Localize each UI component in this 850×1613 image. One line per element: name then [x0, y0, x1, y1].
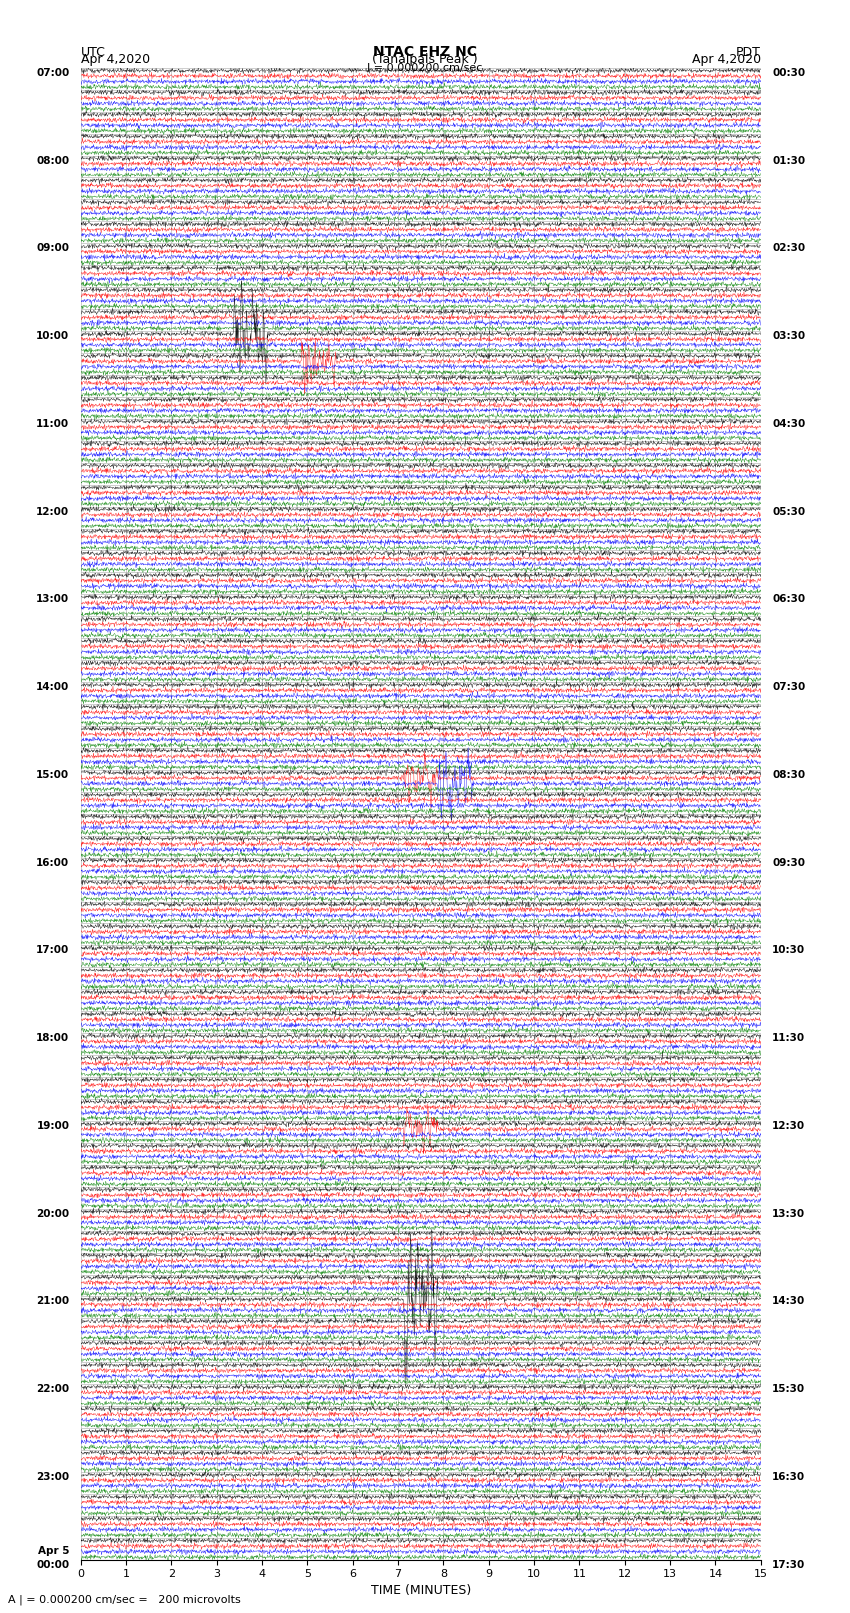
Text: 17:30: 17:30: [772, 1560, 805, 1569]
Text: 11:30: 11:30: [772, 1034, 805, 1044]
Text: 13:30: 13:30: [772, 1208, 805, 1219]
Text: 07:00: 07:00: [37, 68, 70, 77]
Text: 04:30: 04:30: [772, 419, 805, 429]
Text: 20:00: 20:00: [37, 1208, 70, 1219]
Text: UTC: UTC: [81, 45, 105, 58]
Text: 05:30: 05:30: [772, 506, 805, 516]
Text: 08:30: 08:30: [772, 769, 805, 779]
Text: 21:00: 21:00: [37, 1297, 70, 1307]
Text: 15:30: 15:30: [772, 1384, 805, 1394]
Text: 23:00: 23:00: [37, 1473, 70, 1482]
Text: 03:30: 03:30: [772, 331, 805, 340]
Text: 16:00: 16:00: [37, 858, 70, 868]
Text: 01:30: 01:30: [772, 155, 805, 166]
Text: 09:00: 09:00: [37, 244, 70, 253]
Text: 12:30: 12:30: [772, 1121, 805, 1131]
Text: 00:00: 00:00: [37, 1560, 70, 1569]
Text: 06:30: 06:30: [772, 594, 805, 605]
Text: 10:00: 10:00: [37, 331, 70, 340]
Text: PDT: PDT: [736, 45, 761, 58]
Text: 16:30: 16:30: [772, 1473, 805, 1482]
Text: I = 0.000200 cm/sec: I = 0.000200 cm/sec: [367, 63, 483, 73]
Text: 18:00: 18:00: [37, 1034, 70, 1044]
X-axis label: TIME (MINUTES): TIME (MINUTES): [371, 1584, 471, 1597]
Text: 17:00: 17:00: [37, 945, 70, 955]
Text: 00:30: 00:30: [772, 68, 805, 77]
Text: 10:30: 10:30: [772, 945, 805, 955]
Text: 02:30: 02:30: [772, 244, 805, 253]
Text: A | = 0.000200 cm/sec =   200 microvolts: A | = 0.000200 cm/sec = 200 microvolts: [8, 1594, 241, 1605]
Text: 14:30: 14:30: [772, 1297, 805, 1307]
Text: Apr 4,2020: Apr 4,2020: [81, 53, 150, 66]
Text: 07:30: 07:30: [772, 682, 805, 692]
Text: NTAC EHZ NC: NTAC EHZ NC: [373, 45, 477, 58]
Text: 13:00: 13:00: [37, 594, 70, 605]
Text: Apr 4,2020: Apr 4,2020: [692, 53, 761, 66]
Text: 11:00: 11:00: [37, 419, 70, 429]
Text: 12:00: 12:00: [37, 506, 70, 516]
Text: 19:00: 19:00: [37, 1121, 70, 1131]
Text: 14:00: 14:00: [37, 682, 70, 692]
Text: 09:30: 09:30: [772, 858, 805, 868]
Text: Apr 5: Apr 5: [38, 1545, 70, 1557]
Text: 08:00: 08:00: [37, 155, 70, 166]
Text: 15:00: 15:00: [37, 769, 70, 779]
Text: (Tanalpais Peak ): (Tanalpais Peak ): [372, 53, 478, 66]
Text: 22:00: 22:00: [37, 1384, 70, 1394]
